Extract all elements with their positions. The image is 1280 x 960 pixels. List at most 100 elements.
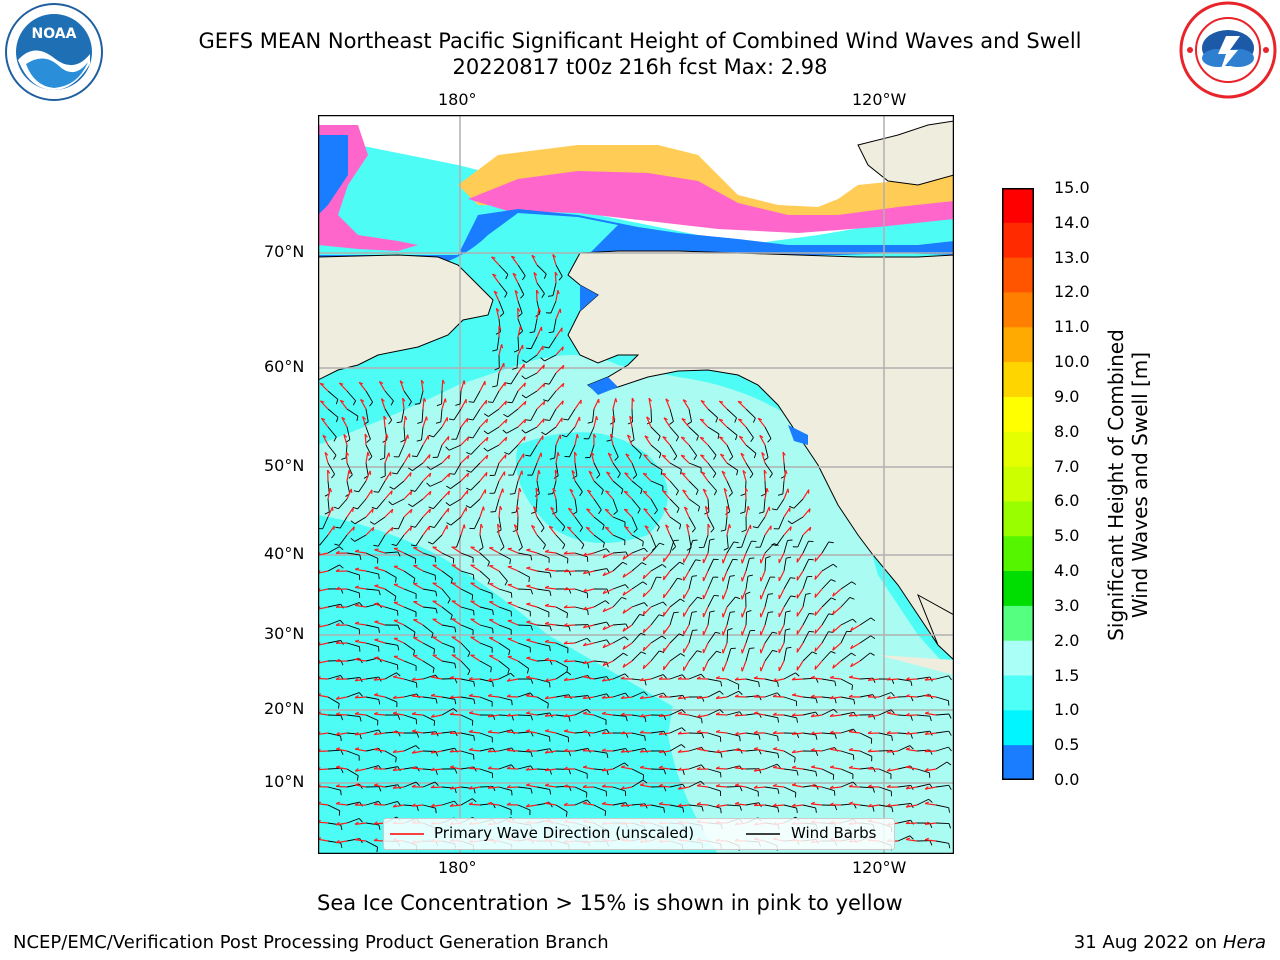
wave-arrow xyxy=(745,506,749,518)
wind-barb-flag xyxy=(929,716,932,722)
wave-arrow-head xyxy=(516,505,520,510)
wave-arrow xyxy=(564,714,576,718)
wind-barb xyxy=(631,651,642,662)
wind-barb-flag xyxy=(340,750,344,755)
wind-barb-flag xyxy=(700,764,705,769)
wave-arrow xyxy=(925,695,937,698)
wave-arrow xyxy=(659,750,671,754)
wave-arrow-head xyxy=(696,747,702,750)
wave-arrow-head xyxy=(411,711,416,715)
wind-barb-flag xyxy=(548,331,554,334)
wind-barb-flag xyxy=(637,508,641,514)
wave-arrow xyxy=(355,678,367,682)
wave-arrow xyxy=(526,585,538,590)
lon-label-top-180: 180° xyxy=(438,90,477,109)
wind-barb xyxy=(669,727,683,734)
wave-arrow xyxy=(320,400,329,410)
wave-arrow-head xyxy=(536,289,540,294)
wind-barb-flag xyxy=(565,811,568,817)
wind-barb-flag xyxy=(521,429,526,434)
wind-barb xyxy=(821,768,834,776)
wind-barb-flag xyxy=(700,673,705,679)
wave-arrow xyxy=(383,415,386,428)
wave-arrow xyxy=(460,472,470,482)
wind-barb-flag xyxy=(366,438,371,443)
colorbar-tick-label: 14.0 xyxy=(1054,212,1090,232)
wind-barb xyxy=(403,678,417,684)
wave-arrow-head xyxy=(354,677,359,682)
wind-barb xyxy=(935,822,950,825)
wave-arrow-head xyxy=(808,508,811,513)
wind-barb xyxy=(384,696,398,703)
wind-barb xyxy=(498,282,508,294)
wind-barb-flag xyxy=(507,668,510,674)
wave-arrow-head xyxy=(491,256,496,259)
wind-barb-flag xyxy=(466,452,472,455)
wave-arrow xyxy=(810,785,823,788)
wind-barb-flag xyxy=(483,413,489,417)
wind-barb-flag xyxy=(500,546,505,551)
wind-barb xyxy=(365,765,379,770)
wind-barb-flag xyxy=(397,645,400,651)
wind-barb-flag xyxy=(466,487,471,491)
wave-arrow-head xyxy=(620,695,625,699)
wave-arrow xyxy=(498,381,506,392)
wave-arrow xyxy=(640,696,652,700)
colorbar-segment xyxy=(1002,501,1034,537)
wave-arrow xyxy=(924,839,937,842)
wave-arrow-head xyxy=(631,397,635,402)
wave-arrow xyxy=(507,638,519,644)
wind-barb-flag xyxy=(601,489,604,495)
wave-arrow xyxy=(624,526,633,536)
wave-arrow xyxy=(536,418,545,428)
wind-barb-flag xyxy=(661,564,667,568)
wind-barb xyxy=(725,516,728,530)
wave-arrow xyxy=(345,451,348,464)
wave-arrow-head xyxy=(563,551,568,555)
wave-arrow-head xyxy=(734,731,739,736)
wave-arrow xyxy=(526,695,538,698)
wave-arrow-head xyxy=(563,677,568,681)
wind-barb xyxy=(589,444,595,458)
wave-arrow-head xyxy=(463,524,466,529)
wave-arrow xyxy=(683,624,690,635)
wind-barb-flag xyxy=(586,709,591,714)
wave-arrow-head xyxy=(772,803,777,807)
wave-arrow xyxy=(814,606,823,616)
wind-barb-flag xyxy=(606,639,610,645)
wave-arrow-head xyxy=(358,381,364,385)
wave-arrow xyxy=(754,712,766,716)
wave-arrow-head xyxy=(662,611,665,616)
wave-arrow xyxy=(696,731,709,734)
wave-arrow-head xyxy=(335,747,341,750)
wind-barb-flag xyxy=(454,788,457,794)
wind-barb xyxy=(460,714,473,721)
wave-arrow-head xyxy=(373,677,378,681)
wind-barb-flag xyxy=(467,652,471,658)
wind-barb xyxy=(460,750,474,755)
wind-barb-flag xyxy=(796,770,799,776)
wind-barb-flag xyxy=(662,601,667,606)
wind-barb xyxy=(650,498,658,511)
wave-arrow-head xyxy=(642,592,645,597)
wind-barb-flag xyxy=(598,509,602,515)
wind-barb xyxy=(398,516,405,529)
wave-arrow-head xyxy=(428,526,431,531)
wave-arrow xyxy=(339,399,348,410)
wave-arrow-head xyxy=(658,713,663,717)
wind-barb xyxy=(498,588,512,594)
wind-barb-flag xyxy=(948,730,952,736)
wind-barb xyxy=(783,648,787,662)
wind-barb xyxy=(421,408,424,422)
wave-arrow-head xyxy=(622,573,626,578)
wind-barb xyxy=(783,612,787,626)
wind-barb xyxy=(726,426,738,436)
wave-arrow xyxy=(604,526,614,536)
wave-arrow xyxy=(402,398,405,410)
wave-arrow xyxy=(778,624,785,636)
wind-barb xyxy=(916,730,930,734)
wave-arrow-head xyxy=(468,766,473,769)
wind-barb xyxy=(935,746,949,752)
wind-barb-flag xyxy=(715,631,721,634)
wave-arrow xyxy=(468,749,481,752)
